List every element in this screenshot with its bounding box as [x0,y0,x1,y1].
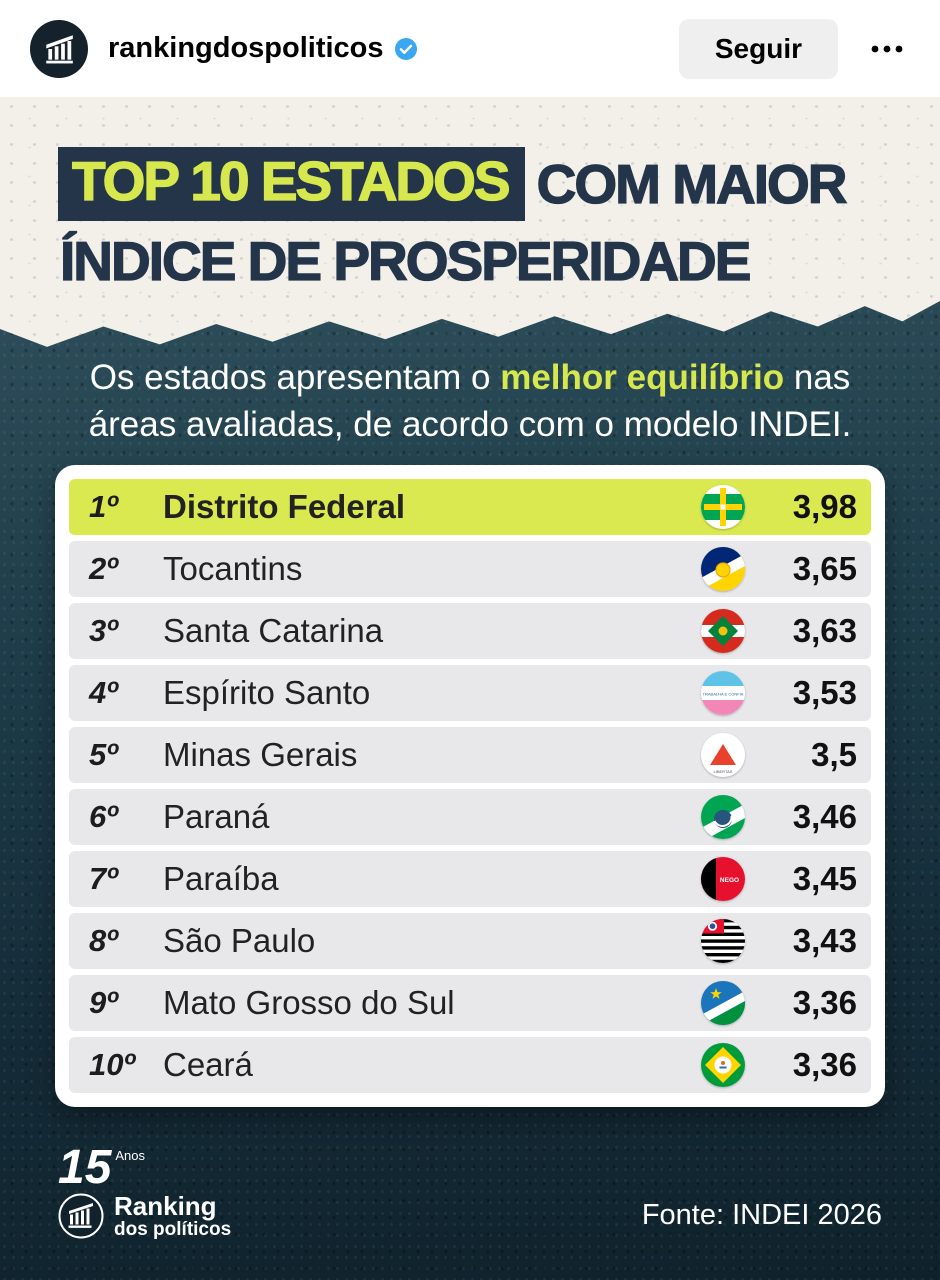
ranking-row-4: 4º Espírito Santo TRABALHA E CONFIA 3,53 [69,665,871,721]
svg-text:NEGO: NEGO [720,877,739,884]
columns-logo-icon [46,34,73,63]
years-number: 15 [58,1140,112,1194]
state-name: Ceará [163,1046,253,1083]
rank-label: 5º [89,737,118,772]
flag-icon-mato-grosso-do-sul [701,981,745,1025]
flag-icon-paraiba: NEGO [701,857,745,901]
rank-label: 4º [89,675,118,710]
ranking-row-8: 8º São Paulo 3,43 [69,913,871,969]
flag-icon-tocantins [701,547,745,591]
state-name: Santa Catarina [163,612,384,649]
post-footer: 15 Anos Ranking dos [58,1140,882,1241]
torn-paper-background [0,97,940,347]
rank-label: 1º [89,489,118,524]
post-image: TOP 10 ESTADOS COM MAIOR ÍNDICE DE PROSP… [0,97,940,1280]
flag-icon-sao-paulo [701,919,745,963]
title-line2-text: ÍNDICE DE PROSPERIDADE [59,229,752,292]
verified-badge-icon [394,37,417,60]
brand-logo: 15 Anos Ranking dos [58,1140,232,1241]
score-value: 3,36 [792,1046,857,1083]
flag-icon-espirito-santo: TRABALHA E CONFIA [701,671,745,715]
score-value: 3,63 [792,612,857,649]
post-subtitle: Os estados apresentam o melhor equilíbri… [0,355,940,449]
username[interactable]: rankingdospoliticos [108,32,384,64]
state-name: Paraná [163,798,270,835]
ranking-row-2: 2º Tocantins 3,65 [69,541,871,597]
brand-columns-icon [58,1193,104,1239]
subtitle-part2: nas áreas avaliadas, de acordo com o mod… [88,358,852,444]
ranking-row-1: 1º Distrito Federal 3,98 [69,479,871,535]
score-value: 3,53 [792,674,857,711]
state-name: Espírito Santo [163,674,371,711]
subtitle-part1: Os estados apresentam o [89,358,501,397]
rank-label: 8º [89,923,118,958]
flag-icon-santa-catarina [701,609,745,653]
ranking-row-5: 5º Minas Gerais LIBERTAS 3,5 [69,727,871,783]
state-name: Tocantins [163,550,303,587]
more-options-icon[interactable] [864,26,910,72]
rank-label: 7º [89,861,118,896]
instagram-post-header: rankingdospoliticos Seguir [0,0,940,97]
source-label: Fonte: INDEI 2026 [641,1199,882,1231]
follow-button[interactable]: Seguir [678,18,838,79]
title-highlight-box: TOP 10 ESTADOS [58,147,525,221]
ranking-row-7: 7º Paraíba NEGO 3,45 [69,851,871,907]
svg-text:TRABALHA E CONFIA: TRABALHA E CONFIA [703,692,744,697]
ranking-row-10: 10º Ceará 3,36 [69,1037,871,1093]
state-name: Mato Grosso do Sul [163,984,455,1021]
score-value: 3,45 [792,860,857,897]
svg-text:LIBERTAS: LIBERTAS [714,769,733,774]
ranking-row-3: 3º Santa Catarina 3,63 [69,603,871,659]
rank-label: 10º [89,1047,135,1082]
rank-label: 9º [89,985,118,1020]
rank-label: 2º [89,551,118,586]
score-value: 3,5 [811,736,857,773]
post-title: TOP 10 ESTADOS COM MAIOR ÍNDICE DE PROSP… [58,147,848,293]
state-name: São Paulo [163,922,316,959]
state-name: Minas Gerais [163,736,358,773]
state-name: Distrito Federal [163,488,406,525]
subtitle-highlight: melhor equilíbrio [500,358,785,397]
flag-icon-minas-gerais: LIBERTAS [701,733,745,777]
rank-label: 3º [89,613,118,648]
flag-icon-parana [701,795,745,839]
score-value: 3,65 [792,550,857,587]
profile-avatar[interactable] [30,19,88,78]
flag-icon-distrito-federal [701,485,745,529]
ranking-row-9: 9º Mato Grosso do Sul 3,36 [69,975,871,1031]
score-value: 3,98 [792,488,857,525]
ranking-row-6: 6º Paraná 3,46 [69,789,871,845]
title-highlight-text: TOP 10 ESTADOS [71,149,511,212]
state-name: Paraíba [163,860,279,897]
score-value: 3,36 [792,984,857,1021]
score-value: 3,43 [792,922,857,959]
flag-icon-ceara [701,1043,745,1087]
brand-subtitle: dos políticos [114,1219,232,1241]
ranking-card: 1º Distrito Federal 3,98 2º Tocantins [55,465,885,1107]
brand-name: Ranking [114,1190,217,1221]
years-label: Anos [115,1147,146,1163]
rank-label: 6º [89,799,118,834]
score-value: 3,46 [792,798,857,835]
title-rest-text: COM MAIOR [536,152,848,215]
